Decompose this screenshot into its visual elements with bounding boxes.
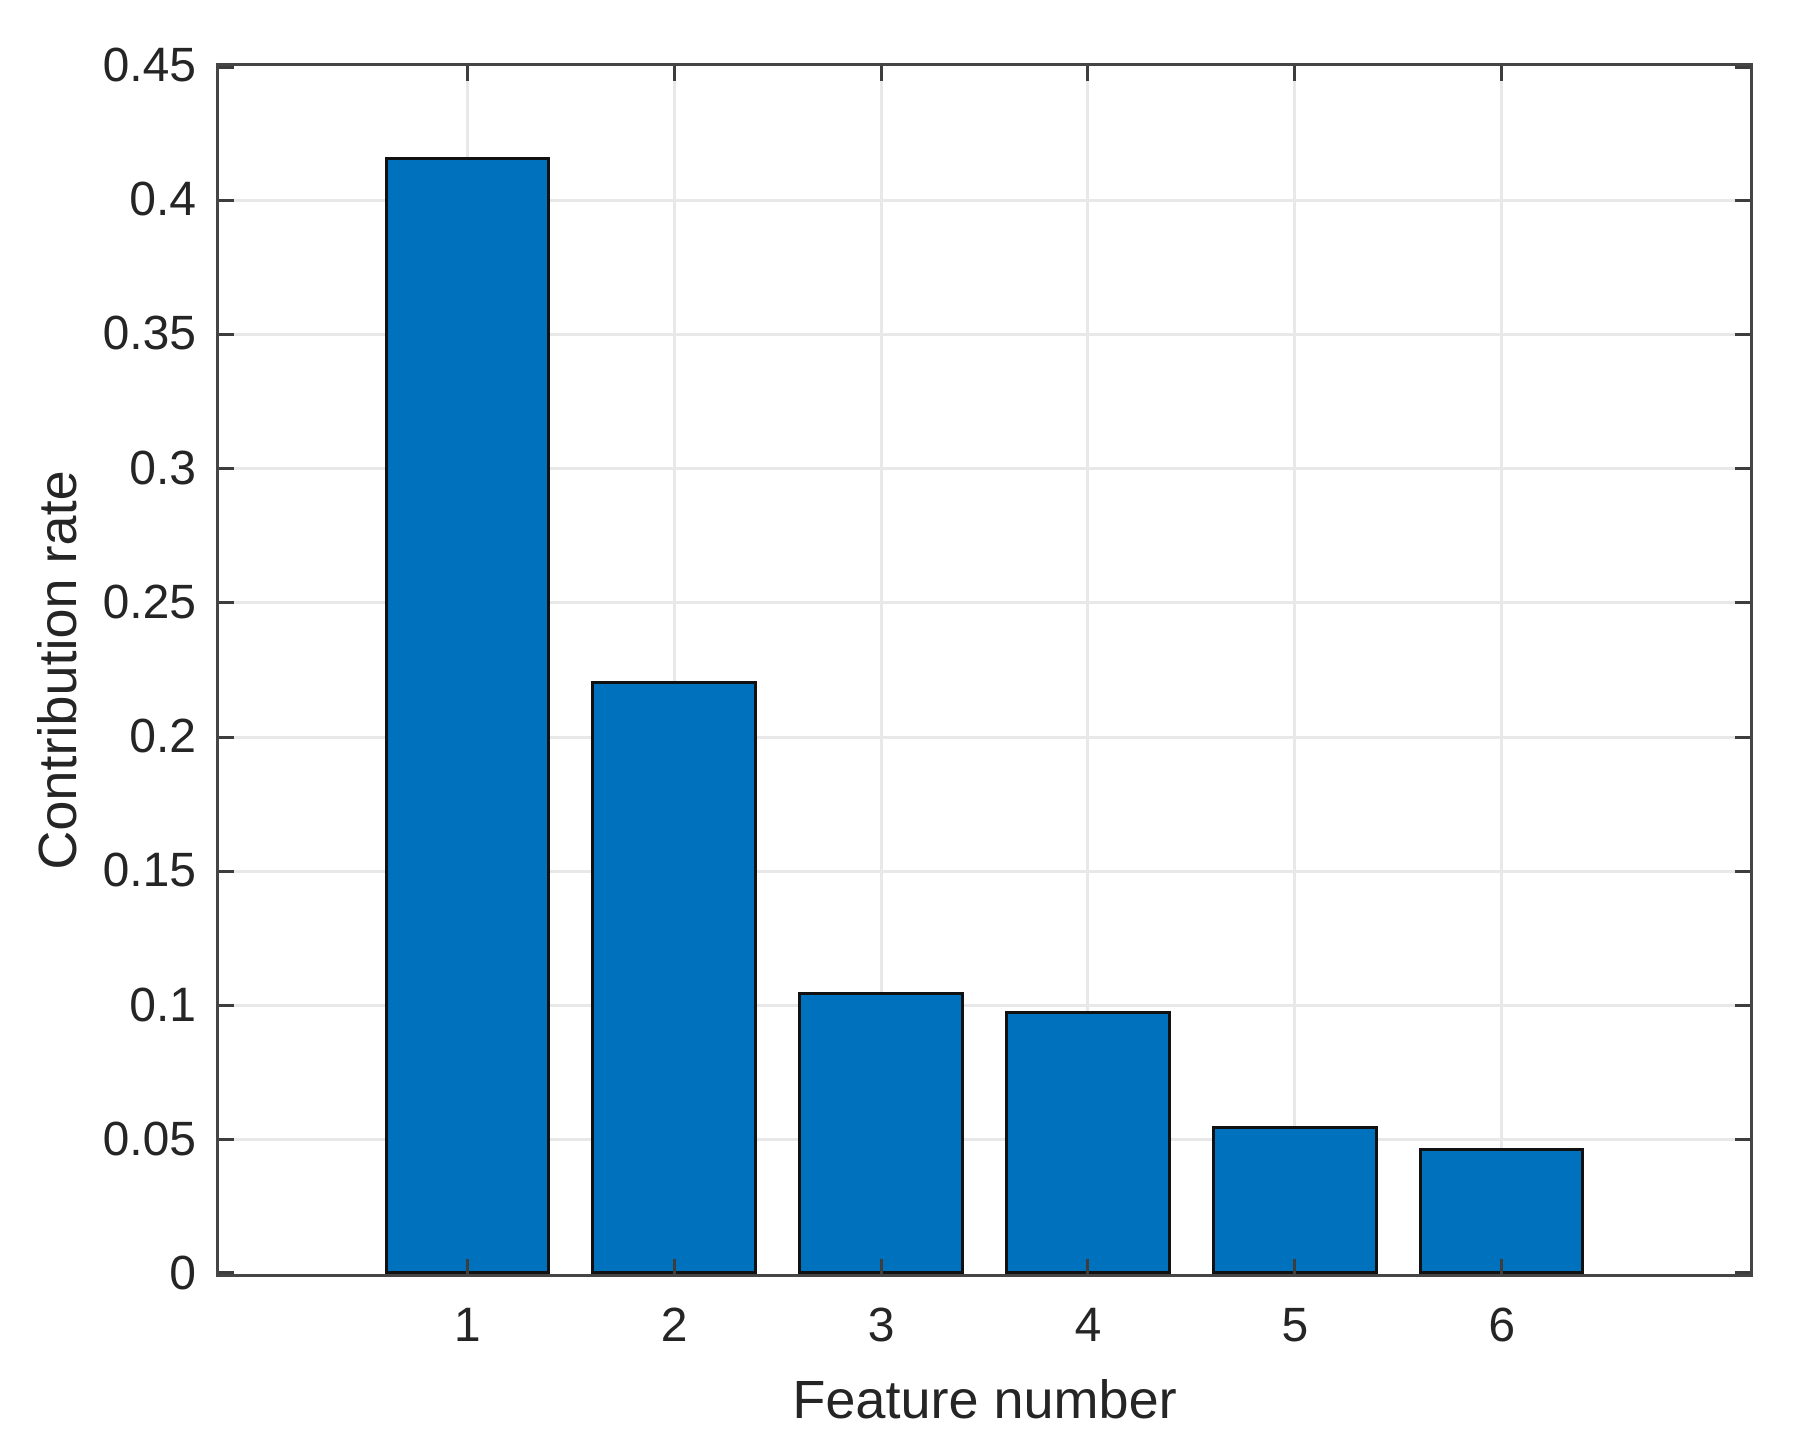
y-tick-mark-right	[1735, 1004, 1750, 1008]
y-axis-title: Contribution rate	[28, 470, 88, 870]
x-tick-label: 4	[1074, 1299, 1102, 1352]
bar-feature-4	[1005, 1010, 1171, 1274]
bar-feature-5	[1212, 1126, 1378, 1274]
plot-area	[216, 63, 1753, 1277]
y-tick-label: 0.45	[102, 39, 196, 92]
y-tick-mark-right	[1735, 198, 1750, 202]
x-tick-mark-top	[1293, 66, 1297, 81]
y-tick-mark-right	[1735, 735, 1750, 739]
x-tick-mark-top	[1086, 66, 1090, 81]
y-tick-mark-right	[1735, 332, 1750, 336]
y-tick-label: 0.05	[102, 1112, 196, 1166]
y-gridline	[219, 735, 1750, 739]
x-tick-mark-top	[1500, 66, 1504, 81]
bar-feature-1	[384, 157, 550, 1274]
bar-feature-3	[798, 992, 964, 1274]
y-tick-mark	[219, 1271, 234, 1274]
y-tick-mark	[219, 1004, 234, 1008]
y-tick-mark	[219, 332, 234, 336]
y-gridline	[219, 601, 1750, 605]
y-tick-label: 0.15	[102, 844, 196, 898]
y-gridline	[219, 332, 1750, 336]
x-tick-mark	[465, 1259, 469, 1274]
y-tick-mark-right	[1735, 467, 1750, 471]
y-gridline	[219, 198, 1750, 202]
y-tick-mark	[219, 735, 234, 739]
x-tick-mark-top	[879, 66, 883, 81]
x-gridline	[879, 66, 883, 1274]
y-tick-mark	[219, 601, 234, 605]
bar-feature-6	[1418, 1147, 1585, 1274]
y-tick-mark	[219, 467, 234, 471]
y-gridline	[219, 1138, 1750, 1142]
x-tick-label: 2	[660, 1299, 688, 1352]
y-gridline	[219, 869, 1750, 873]
y-tick-mark	[219, 66, 234, 69]
y-tick-label: 0	[169, 1247, 196, 1300]
y-tick-label: 0.4	[129, 173, 196, 227]
x-tick-mark-top	[672, 66, 676, 81]
x-tick-mark	[1500, 1259, 1504, 1274]
x-tick-label: 1	[453, 1299, 481, 1352]
y-tick-mark-right	[1735, 1271, 1750, 1274]
y-tick-mark-right	[1735, 66, 1750, 69]
x-gridline	[1500, 66, 1504, 1274]
x-gridline	[672, 66, 676, 1274]
x-tick-mark	[1086, 1259, 1090, 1274]
y-tick-label: 0.2	[129, 710, 196, 764]
x-gridline	[1293, 66, 1297, 1274]
x-axis-title: Feature number	[792, 1370, 1177, 1430]
y-tick-label: 0.3	[129, 441, 196, 495]
y-tick-mark	[219, 869, 234, 873]
y-tick-label: 0.25	[102, 575, 196, 629]
y-tick-mark-right	[1735, 601, 1750, 605]
x-gridline	[1086, 66, 1090, 1274]
x-tick-mark	[672, 1259, 676, 1274]
x-tick-label: 5	[1281, 1299, 1309, 1352]
y-tick-mark-right	[1735, 869, 1750, 873]
y-gridline	[219, 1004, 1750, 1008]
x-tick-label: 3	[867, 1299, 895, 1352]
x-tick-label: 6	[1488, 1299, 1516, 1352]
y-tick-mark	[219, 1138, 234, 1142]
x-tick-mark	[879, 1259, 883, 1274]
x-tick-mark-top	[465, 66, 469, 81]
y-tick-label: 0.1	[129, 978, 196, 1032]
y-tick-mark-right	[1735, 1138, 1750, 1142]
y-gridline	[219, 467, 1750, 471]
x-tick-mark	[1293, 1259, 1297, 1274]
y-tick-mark	[219, 198, 234, 202]
bar-feature-2	[591, 680, 757, 1274]
y-tick-label: 0.35	[102, 307, 196, 361]
